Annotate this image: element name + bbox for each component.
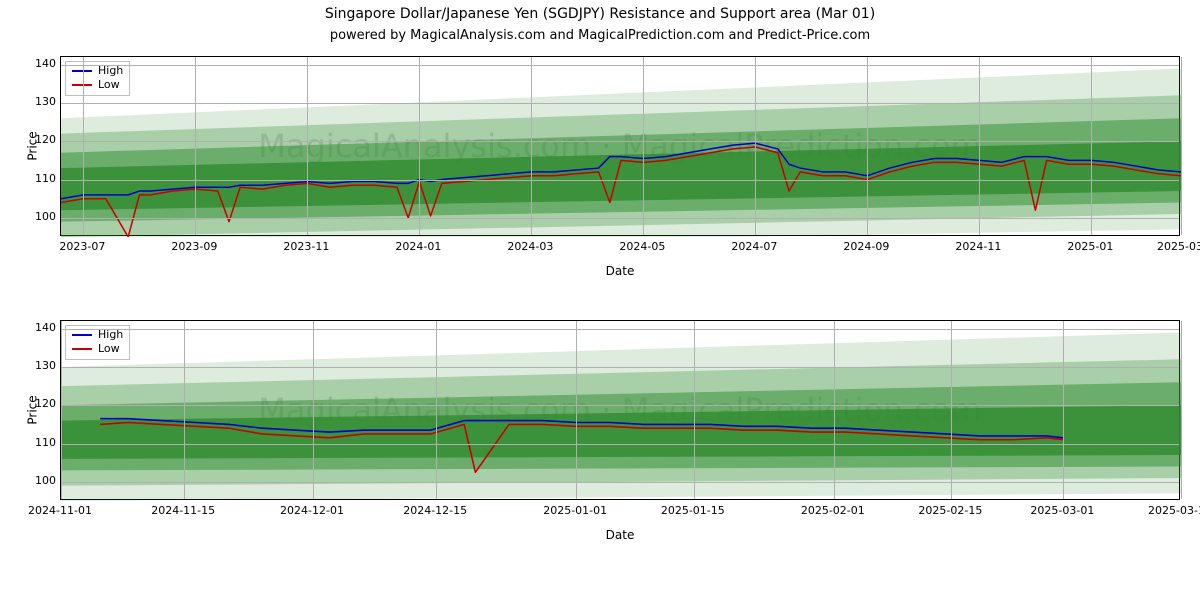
x-tick-label: 2024-11-01	[28, 504, 92, 517]
gridline-v	[1181, 321, 1182, 499]
gridline-v	[436, 321, 437, 499]
legend-label-high: High	[98, 64, 123, 78]
x-tick-label: 2024-11	[955, 240, 1001, 253]
y-tick-label: 120	[20, 397, 56, 410]
chart-panel-bottom: MagicalAnalysis.com · MagicalPrediction.…	[60, 320, 1180, 540]
chart-svg-bottom	[61, 321, 1181, 501]
x-tick-label: 2025-01	[1067, 240, 1113, 253]
x-tick-label: 2023-09	[171, 240, 217, 253]
x-axis-label: Date	[606, 528, 635, 542]
gridline-v	[951, 321, 952, 499]
x-tick-label: 2025-03	[1157, 240, 1200, 253]
gridline-v	[1091, 57, 1092, 235]
page-subtitle: powered by MagicalAnalysis.com and Magic…	[0, 28, 1200, 43]
legend-label-low: Low	[98, 342, 120, 356]
gridline-v	[531, 57, 532, 235]
gridline-h	[61, 482, 1179, 483]
y-tick-label: 130	[20, 95, 56, 108]
plot-area-bottom: MagicalAnalysis.com · MagicalPrediction.…	[60, 320, 1180, 500]
gridline-h	[61, 444, 1179, 445]
gridline-v	[979, 57, 980, 235]
gridline-v	[83, 57, 84, 235]
x-axis-label: Date	[606, 264, 635, 278]
x-tick-label: 2024-12-01	[280, 504, 344, 517]
gridline-v	[307, 57, 308, 235]
y-tick-label: 140	[20, 57, 56, 70]
gridline-v	[184, 321, 185, 499]
y-tick-label: 100	[20, 474, 56, 487]
y-tick-label: 130	[20, 359, 56, 372]
gridline-v	[1063, 321, 1064, 499]
y-tick-label: 110	[20, 436, 56, 449]
chart-panel-top: MagicalAnalysis.com · MagicalPrediction.…	[60, 56, 1180, 276]
gridline-h	[61, 103, 1179, 104]
x-tick-label: 2025-02-15	[918, 504, 982, 517]
legend-box: High Low	[65, 61, 130, 96]
x-tick-label: 2025-03-01	[1030, 504, 1094, 517]
y-tick-label: 140	[20, 321, 56, 334]
gridline-v	[1181, 57, 1182, 235]
gridline-v	[61, 321, 62, 499]
x-tick-label: 2024-12-15	[403, 504, 467, 517]
page-title: Singapore Dollar/Japanese Yen (SGDJPY) R…	[0, 6, 1200, 22]
x-tick-label: 2025-01-01	[543, 504, 607, 517]
chart-svg-top	[61, 57, 1181, 237]
legend-row-high: High	[72, 328, 123, 342]
legend-swatch-high	[72, 70, 92, 72]
y-tick-label: 100	[20, 210, 56, 223]
x-tick-label: 2023-07	[59, 240, 105, 253]
gridline-v	[643, 57, 644, 235]
x-tick-label: 2024-07	[731, 240, 777, 253]
gridline-h	[61, 405, 1179, 406]
legend-swatch-low	[72, 84, 92, 86]
legend-label-high: High	[98, 328, 123, 342]
gridline-h	[61, 329, 1179, 330]
x-tick-label: 2023-11	[283, 240, 329, 253]
x-tick-label: 2024-05	[619, 240, 665, 253]
legend-swatch-low	[72, 348, 92, 350]
y-tick-label: 110	[20, 172, 56, 185]
x-tick-label: 2024-01	[395, 240, 441, 253]
gridline-v	[694, 321, 695, 499]
x-tick-label: 2025-02-01	[801, 504, 865, 517]
y-tick-label: 120	[20, 133, 56, 146]
legend-row-high: High	[72, 64, 123, 78]
gridline-h	[61, 65, 1179, 66]
gridline-v	[755, 57, 756, 235]
gridline-v	[195, 57, 196, 235]
gridline-h	[61, 218, 1179, 219]
legend-swatch-high	[72, 334, 92, 336]
x-tick-label: 2025-01-15	[661, 504, 725, 517]
gridline-v	[867, 57, 868, 235]
plot-area-top: MagicalAnalysis.com · MagicalPrediction.…	[60, 56, 1180, 236]
chart-page: Singapore Dollar/Japanese Yen (SGDJPY) R…	[0, 0, 1200, 600]
gridline-v	[834, 321, 835, 499]
x-tick-label: 2024-09	[843, 240, 889, 253]
gridline-h	[61, 367, 1179, 368]
legend-box: High Low	[65, 325, 130, 360]
gridline-h	[61, 141, 1179, 142]
gridline-v	[576, 321, 577, 499]
gridline-h	[61, 180, 1179, 181]
x-tick-label: 2024-11-15	[151, 504, 215, 517]
x-tick-label: 2025-03-15	[1148, 504, 1200, 517]
gridline-v	[313, 321, 314, 499]
x-tick-label: 2024-03	[507, 240, 553, 253]
gridline-v	[419, 57, 420, 235]
legend-row-low: Low	[72, 342, 123, 356]
legend-row-low: Low	[72, 78, 123, 92]
legend-label-low: Low	[98, 78, 120, 92]
